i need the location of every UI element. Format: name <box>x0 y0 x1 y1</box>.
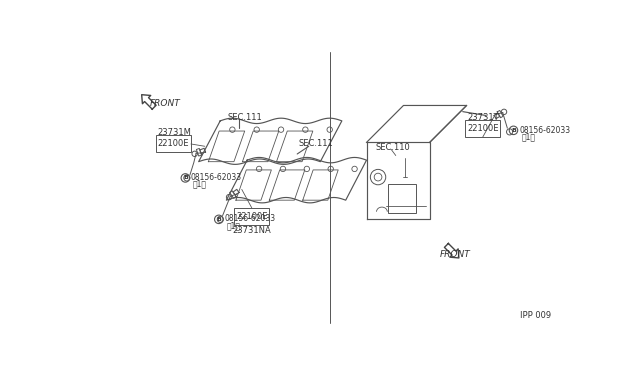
Text: （1）: （1） <box>522 133 536 142</box>
Text: 22100E: 22100E <box>236 212 268 221</box>
Text: 23731NA: 23731NA <box>232 227 271 235</box>
Text: IPP 009: IPP 009 <box>520 311 551 320</box>
Text: 22100E: 22100E <box>157 140 189 148</box>
Text: 08156-62033: 08156-62033 <box>224 214 275 223</box>
Text: FRONT: FRONT <box>440 250 470 259</box>
Text: 23731M: 23731M <box>158 128 192 137</box>
Text: 23731T: 23731T <box>467 112 499 122</box>
Text: （1）: （1） <box>227 221 241 230</box>
Text: B: B <box>216 217 221 222</box>
Text: SEC.110: SEC.110 <box>376 143 410 152</box>
Text: 08156-62033: 08156-62033 <box>191 173 242 182</box>
Text: B: B <box>183 176 188 180</box>
Text: 22100E: 22100E <box>467 124 499 133</box>
Text: B: B <box>511 128 516 133</box>
Text: （1）: （1） <box>193 180 207 189</box>
Text: SEC.111: SEC.111 <box>299 139 333 148</box>
Text: 08156-62033: 08156-62033 <box>520 126 571 135</box>
Text: SEC.111: SEC.111 <box>228 112 262 122</box>
Text: FRONT: FRONT <box>149 99 180 108</box>
